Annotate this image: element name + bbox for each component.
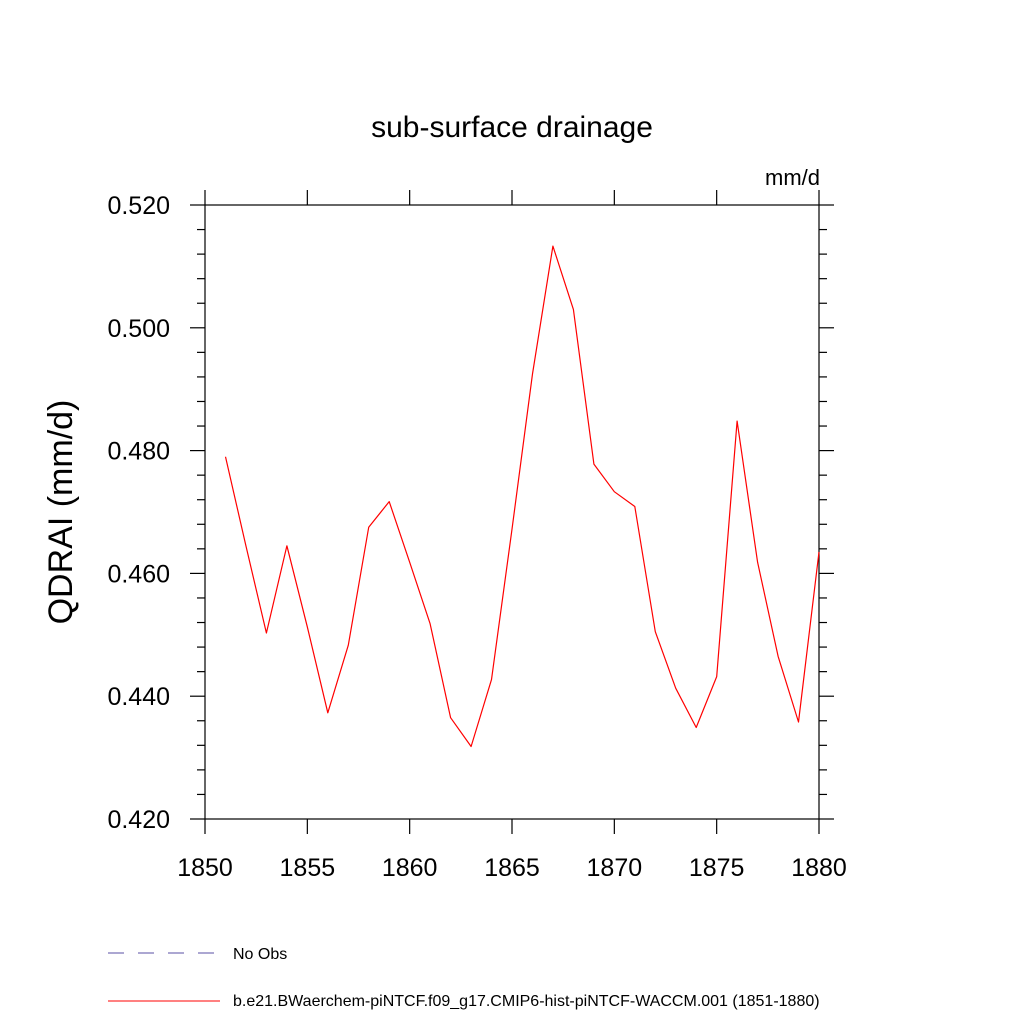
x-tick-label: 1880 bbox=[791, 854, 847, 882]
chart-title: sub-surface drainage bbox=[371, 111, 653, 144]
x-tick-label: 1860 bbox=[382, 854, 438, 882]
legend: No Obs b.e21.BWaerchem-piNTCF.f09_g17.CM… bbox=[108, 946, 820, 1010]
units-label: mm/d bbox=[765, 165, 820, 190]
y-axis-label: QDRAI (mm/d) bbox=[42, 400, 80, 625]
y-tick-label: 0.480 bbox=[107, 438, 170, 466]
x-tick-label: 1865 bbox=[484, 854, 540, 882]
y-tick-label: 0.460 bbox=[107, 560, 170, 588]
x-tick-label: 1875 bbox=[689, 854, 745, 882]
plot-frame bbox=[204, 204, 820, 820]
y-tick-label: 0.440 bbox=[107, 683, 170, 711]
y-tick-labels: 0.420 0.440 0.460 0.480 0.500 0.520 bbox=[107, 192, 170, 834]
x-tick-label: 1850 bbox=[177, 854, 233, 882]
x-tick-labels: 1850 1855 1860 1865 1870 1875 1880 bbox=[177, 854, 847, 882]
legend-label-no-obs: No Obs bbox=[233, 946, 287, 963]
x-tick-label: 1855 bbox=[280, 854, 336, 882]
y-tick-label: 0.520 bbox=[107, 192, 170, 220]
x-tick-label: 1870 bbox=[587, 854, 643, 882]
axis-ticks bbox=[190, 190, 834, 834]
series-lines bbox=[224, 245, 820, 748]
legend-label-model-run: b.e21.BWaerchem-piNTCF.f09_g17.CMIP6-his… bbox=[233, 993, 820, 1010]
y-tick-label: 0.420 bbox=[107, 806, 170, 834]
y-tick-label: 0.500 bbox=[107, 315, 170, 343]
series-line bbox=[224, 245, 820, 748]
